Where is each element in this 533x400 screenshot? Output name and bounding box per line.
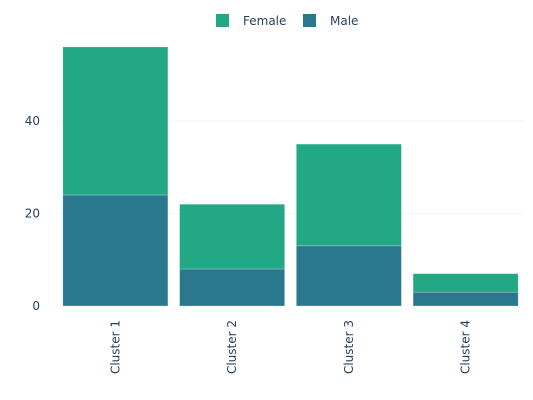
- bar-male-1[interactable]: [62, 194, 169, 307]
- x-tick-label: Cluster 1: [108, 320, 122, 374]
- y-tick-label: 0: [32, 299, 40, 313]
- y-tick-label: 20: [25, 206, 40, 220]
- bar-male-4[interactable]: [412, 291, 519, 307]
- bar-female-4[interactable]: [412, 273, 519, 293]
- bars: [62, 46, 519, 307]
- x-axis-ticks: Cluster 1 Cluster 2 Cluster 3 Cluster 4: [108, 320, 472, 374]
- legend-swatch: [303, 14, 316, 27]
- legend[interactable]: Female Male: [216, 14, 358, 28]
- legend-swatch: [216, 14, 229, 27]
- bar-female-3[interactable]: [296, 143, 402, 247]
- bar-male-3[interactable]: [296, 245, 402, 307]
- x-tick-label: Cluster 3: [342, 320, 356, 374]
- y-tick-label: 40: [25, 114, 40, 128]
- x-tick-label: Cluster 2: [225, 320, 239, 374]
- legend-label: Female: [243, 14, 286, 28]
- legend-item-male[interactable]: Male: [303, 14, 358, 28]
- x-tick-label: Cluster 4: [459, 320, 473, 374]
- legend-label: Male: [330, 14, 358, 28]
- bar-male-2[interactable]: [179, 268, 285, 307]
- legend-item-female[interactable]: Female: [216, 14, 286, 28]
- y-axis-ticks: 0 20 40: [25, 114, 40, 313]
- bar-female-2[interactable]: [179, 203, 285, 270]
- bar-female-1[interactable]: [62, 46, 169, 196]
